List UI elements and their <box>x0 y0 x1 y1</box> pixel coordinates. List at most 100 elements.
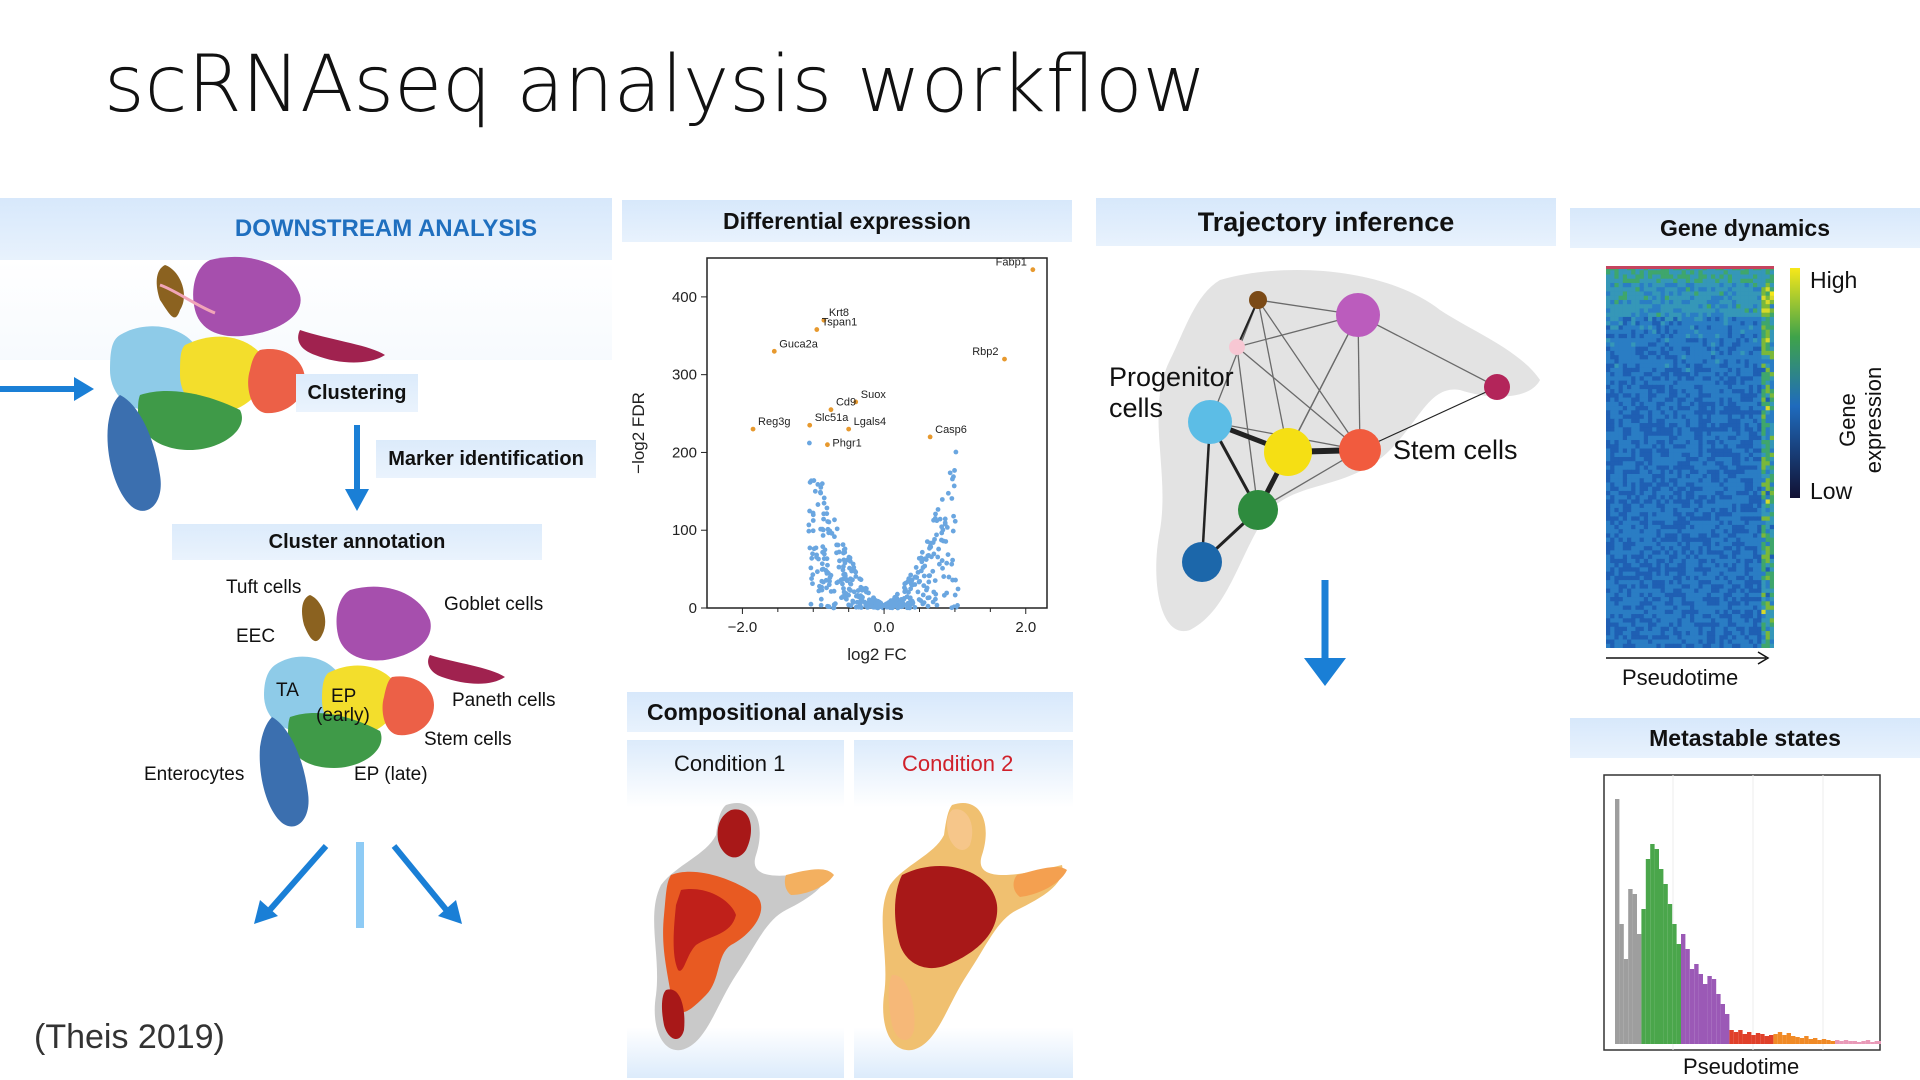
heatmap-cell <box>1685 304 1691 309</box>
volcano-point <box>811 478 817 483</box>
heatmap-cell <box>1702 524 1708 530</box>
heatmap-cell <box>1610 444 1615 450</box>
heatmap-cell <box>1643 490 1649 496</box>
heatmap-cell <box>1606 440 1611 445</box>
heatmap-cell <box>1744 457 1750 462</box>
heatmap-cell <box>1643 448 1649 454</box>
heatmap-cell <box>1765 512 1771 517</box>
heatmap-cell <box>1610 639 1615 645</box>
heatmap-cell <box>1656 444 1662 450</box>
heatmap-cell <box>1765 431 1771 437</box>
heatmap-cell <box>1706 338 1712 343</box>
heatmap-cell <box>1656 584 1662 590</box>
heatmap-cell <box>1681 520 1687 526</box>
heatmap-cell <box>1740 478 1746 483</box>
heatmap-cell <box>1761 478 1767 483</box>
heatmap-cell <box>1740 316 1746 322</box>
heatmap-cell <box>1765 516 1771 522</box>
histogram-bar <box>1786 1033 1791 1044</box>
heatmap-cell <box>1681 588 1687 594</box>
heatmap-cell <box>1669 410 1674 416</box>
heatmap-cell <box>1685 372 1691 377</box>
heatmap-cell <box>1681 465 1687 471</box>
heatmap-cell <box>1698 643 1704 648</box>
heatmap-cell <box>1753 333 1758 339</box>
volcano-ytick-label: 100 <box>672 522 697 539</box>
heatmap-cell <box>1622 580 1628 585</box>
heatmap-cell <box>1643 563 1649 568</box>
heatmap-cell <box>1694 584 1699 590</box>
heatmap-cell <box>1694 440 1699 445</box>
heatmap-cell <box>1606 338 1611 343</box>
heatmap-cell <box>1748 533 1754 539</box>
heatmap-cell <box>1761 563 1767 568</box>
heatmap-cell <box>1622 605 1628 611</box>
heatmap-cell <box>1681 537 1687 543</box>
heatmap-cell <box>1698 401 1704 407</box>
volcano-point <box>806 440 812 446</box>
heatmap-cell <box>1694 558 1699 564</box>
heatmap-cell <box>1723 635 1729 641</box>
histogram-bar <box>1852 1041 1857 1044</box>
heatmap-cell <box>1744 465 1750 471</box>
heatmap-cell <box>1669 376 1674 382</box>
heatmap-cell <box>1740 609 1746 615</box>
heatmap-cell <box>1656 333 1662 339</box>
heatmap-cell <box>1652 355 1657 360</box>
heatmap-cell <box>1618 639 1624 645</box>
heatmap-cell <box>1702 299 1708 305</box>
heatmap-cell <box>1732 312 1737 318</box>
heatmap-cell <box>1748 329 1754 335</box>
heatmap-cell <box>1706 457 1712 462</box>
heatmap-cell <box>1610 631 1615 636</box>
heatmap-cell <box>1669 512 1674 517</box>
heatmap-cell <box>1664 529 1670 534</box>
heatmap-cell <box>1631 609 1636 615</box>
heatmap-cell <box>1652 444 1657 450</box>
heatmap-cell <box>1660 444 1666 450</box>
heatmap-cell <box>1736 376 1741 382</box>
heatmap-cell <box>1761 452 1767 458</box>
heatmap-cell <box>1723 342 1729 348</box>
heatmap-cell <box>1698 359 1704 365</box>
heatmap-cell <box>1618 295 1624 301</box>
heatmap-cell <box>1727 308 1733 314</box>
heatmap-cell <box>1656 308 1662 314</box>
heatmap-cell <box>1723 333 1729 339</box>
heatmap-cell <box>1677 567 1683 573</box>
heatmap-cell <box>1660 580 1666 585</box>
heatmap-cell <box>1614 363 1620 369</box>
histogram-bar <box>1663 884 1668 1044</box>
heatmap-cell <box>1761 397 1767 403</box>
heatmap-cell <box>1664 295 1670 301</box>
heatmap-cell <box>1694 418 1699 424</box>
volcano-point <box>827 578 832 584</box>
heatmap-cell <box>1669 622 1674 628</box>
heatmap-cell <box>1698 418 1704 424</box>
heatmap-cell <box>1736 567 1741 573</box>
heatmap-cell <box>1622 473 1628 479</box>
heatmap-cell <box>1740 384 1746 390</box>
heatmap-cell <box>1669 478 1674 483</box>
heatmap-cell <box>1711 643 1716 648</box>
heatmap-cell <box>1715 597 1720 602</box>
heatmap-cell <box>1690 495 1695 500</box>
volcano-point <box>815 481 821 487</box>
heatmap-cell <box>1769 291 1774 297</box>
heatmap-cell <box>1748 389 1754 394</box>
heatmap-cell <box>1757 461 1762 466</box>
histogram-bar <box>1716 994 1721 1044</box>
heatmap-cell <box>1635 431 1641 437</box>
slide-title: scRNAseq analysis workflow <box>104 40 1207 130</box>
heatmap-cell <box>1631 418 1636 424</box>
heatmap-cell <box>1622 355 1628 360</box>
heatmap-cell <box>1631 338 1636 343</box>
heatmap-cell <box>1748 512 1754 517</box>
heatmap-cell <box>1669 414 1674 420</box>
heatmap-cell <box>1669 584 1674 590</box>
heatmap-cell <box>1744 482 1750 488</box>
heatmap-cell <box>1614 563 1620 568</box>
heatmap-cell <box>1732 520 1737 526</box>
volcano-point <box>818 489 823 495</box>
heatmap-cell <box>1690 363 1695 369</box>
